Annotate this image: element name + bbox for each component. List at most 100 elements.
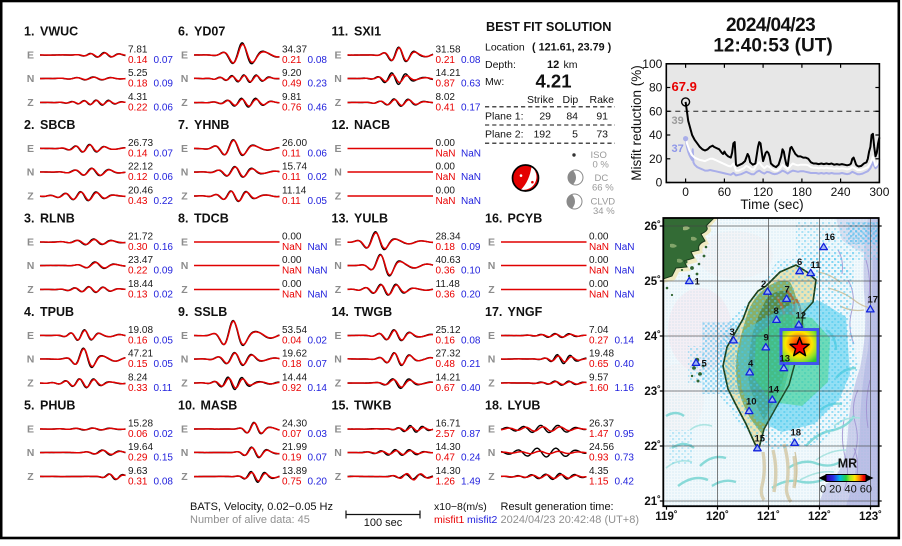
svg-text:100: 100 — [642, 57, 662, 71]
svg-text:Z: Z — [335, 471, 342, 483]
svg-text:22˚: 22˚ — [644, 441, 661, 453]
svg-text:60: 60 — [718, 185, 732, 199]
svg-text:Location: Location — [485, 42, 525, 54]
svg-text:5.: 5. — [24, 399, 34, 413]
svg-text:0 20 40 60: 0 20 40 60 — [820, 484, 872, 496]
svg-text:4.21: 4.21 — [536, 71, 572, 92]
svg-text:0.06: 0.06 — [154, 103, 174, 114]
svg-text:NaN: NaN — [615, 266, 635, 277]
svg-text:0.24: 0.24 — [461, 453, 481, 464]
svg-text:0.21: 0.21 — [461, 359, 481, 370]
svg-text:NaN: NaN — [615, 290, 635, 301]
svg-text:Z: Z — [181, 378, 188, 390]
svg-text:119˚: 119˚ — [655, 511, 678, 523]
svg-text:0.04: 0.04 — [282, 336, 302, 347]
svg-text:Z: Z — [335, 97, 342, 109]
svg-text:0.22: 0.22 — [128, 266, 148, 277]
svg-text:9.: 9. — [178, 305, 188, 319]
svg-text:E: E — [181, 237, 188, 249]
svg-text:ISO: ISO — [591, 150, 607, 161]
svg-text:2.: 2. — [24, 118, 34, 132]
svg-text:Plane 1:: Plane 1: — [485, 111, 524, 123]
svg-text:19.62: 19.62 — [282, 349, 307, 360]
svg-text:E: E — [334, 143, 341, 155]
svg-text:16: 16 — [825, 232, 836, 243]
svg-text:0.95: 0.95 — [615, 429, 635, 440]
svg-text:0.03: 0.03 — [308, 429, 328, 440]
svg-text:0: 0 — [656, 176, 663, 190]
svg-text:18.44: 18.44 — [128, 279, 153, 290]
svg-text:120˚: 120˚ — [706, 511, 729, 523]
svg-text:0.47: 0.47 — [436, 453, 456, 464]
svg-text:0.30: 0.30 — [128, 242, 148, 253]
svg-text:E: E — [27, 424, 34, 436]
svg-text:47.21: 47.21 — [128, 349, 153, 360]
svg-text:1: 1 — [695, 277, 701, 288]
svg-text:0.02: 0.02 — [308, 336, 328, 347]
svg-text:N: N — [334, 73, 342, 85]
svg-text:2.57: 2.57 — [436, 429, 456, 440]
svg-text:0.75: 0.75 — [282, 477, 302, 488]
svg-text:7.04: 7.04 — [589, 325, 609, 336]
svg-text:26.73: 26.73 — [128, 138, 153, 149]
svg-text:DC: DC — [595, 173, 609, 184]
svg-text:Z: Z — [181, 191, 188, 203]
svg-text:LYUB: LYUB — [508, 399, 541, 413]
svg-text:0.05: 0.05 — [308, 196, 328, 207]
svg-text:73: 73 — [596, 129, 608, 141]
svg-text:E: E — [181, 50, 188, 62]
svg-text:0.02: 0.02 — [154, 290, 174, 301]
svg-text:0.07: 0.07 — [282, 429, 302, 440]
svg-text:0.16: 0.16 — [128, 336, 148, 347]
svg-text:14.30: 14.30 — [436, 466, 461, 477]
svg-text:0.00: 0.00 — [436, 162, 456, 173]
svg-text:0.00: 0.00 — [589, 232, 609, 243]
svg-text:0.87: 0.87 — [436, 79, 456, 90]
svg-text:15.28: 15.28 — [128, 419, 153, 430]
svg-text:NaN: NaN — [589, 290, 609, 301]
svg-text:0.73: 0.73 — [615, 453, 635, 464]
svg-text:21˚: 21˚ — [644, 496, 661, 508]
svg-text:YHNB: YHNB — [194, 118, 229, 132]
svg-text:0.07: 0.07 — [308, 359, 328, 370]
svg-text:NaN: NaN — [282, 290, 302, 301]
svg-text:14: 14 — [769, 385, 780, 396]
svg-text:0.14: 0.14 — [308, 383, 328, 394]
svg-text:16.71: 16.71 — [436, 419, 461, 430]
svg-text:x10−8(m/s): x10−8(m/s) — [434, 501, 487, 513]
svg-text:Time (sec): Time (sec) — [740, 197, 803, 212]
svg-text:0.48: 0.48 — [436, 359, 456, 370]
svg-text:0.14: 0.14 — [615, 336, 635, 347]
svg-text:TDCB: TDCB — [194, 212, 229, 226]
svg-text:N: N — [181, 447, 189, 459]
svg-text:21.72: 21.72 — [128, 232, 153, 243]
svg-text:0.15: 0.15 — [128, 359, 148, 370]
svg-text:Z: Z — [27, 378, 34, 390]
svg-text:NaN: NaN — [461, 149, 481, 160]
svg-text:NaN: NaN — [461, 172, 481, 183]
svg-text:2024/04/23 20:42:48 (UT+8): 2024/04/23 20:42:48 (UT+8) — [501, 514, 640, 526]
svg-text:4.35: 4.35 — [589, 466, 609, 477]
svg-text:29: 29 — [539, 111, 551, 123]
svg-text:84: 84 — [566, 111, 578, 123]
svg-text:11: 11 — [811, 260, 822, 271]
svg-text:0.63: 0.63 — [461, 79, 481, 90]
svg-text:Z: Z — [488, 471, 495, 483]
svg-text:RLNB: RLNB — [40, 212, 75, 226]
svg-text:0.09: 0.09 — [461, 242, 481, 253]
svg-text:0.08: 0.08 — [154, 477, 174, 488]
svg-text:14.: 14. — [332, 305, 349, 319]
svg-text:0.08: 0.08 — [461, 336, 481, 347]
svg-text:0.00: 0.00 — [282, 279, 302, 290]
svg-text:0.18: 0.18 — [282, 359, 302, 370]
svg-text:14.30: 14.30 — [436, 442, 461, 453]
svg-text:4.31: 4.31 — [128, 92, 148, 103]
svg-text:7.: 7. — [178, 118, 188, 132]
svg-text:E: E — [27, 143, 34, 155]
svg-text:E: E — [488, 330, 495, 342]
svg-text:0.43: 0.43 — [128, 196, 148, 207]
svg-text:NaN: NaN — [436, 196, 456, 207]
svg-text:E: E — [334, 237, 341, 249]
svg-text:0.10: 0.10 — [461, 266, 481, 277]
svg-text:NaN: NaN — [282, 242, 302, 253]
